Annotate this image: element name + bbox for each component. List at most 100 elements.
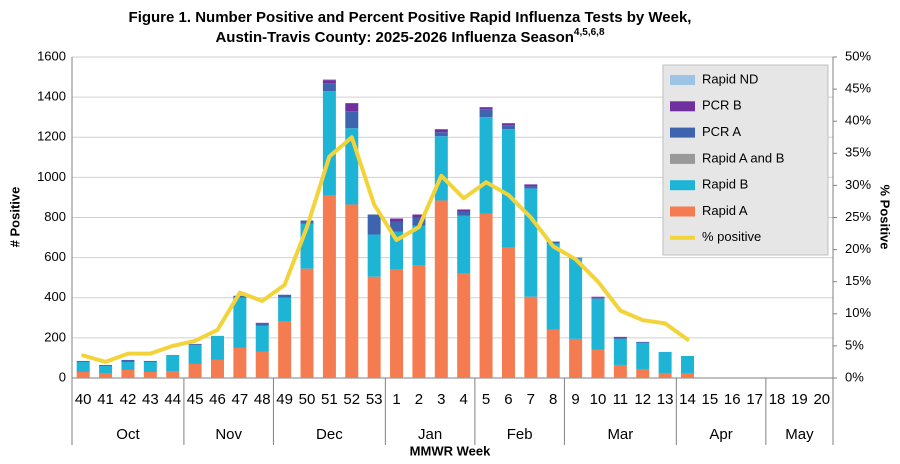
bar-segment [143, 360, 157, 362]
legend-label: % positive [702, 229, 761, 244]
bar-segment [99, 364, 113, 366]
bar-segment [390, 221, 404, 232]
bar-segment [322, 80, 336, 84]
y-tick-label: 400 [44, 289, 66, 304]
bar-segment [390, 218, 404, 222]
bar-segment [300, 268, 314, 378]
y2-tick-label: 5% [845, 337, 864, 352]
bar-segment [188, 344, 202, 364]
y2-tick-label: 25% [845, 209, 871, 224]
bar-segment [278, 321, 292, 378]
legend-swatch [670, 206, 695, 217]
bar-segment [546, 241, 560, 244]
bar-segment [524, 296, 538, 378]
y-tick-label: 1600 [37, 48, 66, 63]
legend-swatch [670, 75, 695, 85]
bar-segment [390, 269, 404, 378]
bar-segment [322, 79, 336, 81]
bar-segment [233, 347, 247, 378]
bar-segment [278, 294, 292, 298]
bar-segment [188, 363, 202, 378]
bar-segment [501, 129, 515, 248]
x-axis-title: MMWR Week [410, 443, 491, 458]
y2-tick-label: 15% [845, 273, 871, 288]
bar-segment [99, 365, 113, 373]
x-tick-label: 20 [813, 391, 830, 408]
bar-segment [390, 231, 404, 270]
x-tick-label: 50 [299, 391, 316, 408]
chart-title: Figure 1. Number Positive and Percent Po… [129, 9, 692, 26]
bar-segment [143, 371, 157, 378]
bar-segment [121, 361, 135, 370]
x-tick-label: 51 [321, 391, 338, 408]
y-tick-label: 1000 [37, 169, 66, 184]
bar-segment [591, 298, 605, 350]
bar-segment [569, 338, 583, 378]
legend-label: Rapid ND [702, 71, 758, 86]
y-tick-label: 1200 [37, 129, 66, 144]
bar-segment [76, 361, 90, 372]
bar-segment [524, 188, 538, 297]
bar-segment [681, 372, 695, 378]
bar-segment [367, 214, 381, 235]
bar-segment [233, 297, 247, 348]
x-tick-label: 7 [527, 391, 535, 408]
bar-segment [613, 337, 627, 339]
bar-segment [613, 338, 627, 365]
x-tick-label: 3 [437, 391, 445, 408]
y2-tick-label: 50% [845, 48, 871, 63]
legend-label: Rapid A [702, 203, 748, 218]
bar-segment [591, 296, 605, 298]
bar-segment [166, 370, 180, 378]
y2-tick-label: 20% [845, 241, 871, 256]
x-tick-label: 18 [769, 391, 786, 408]
chart-title: Austin-Travis County: 2025-2026 Influenz… [215, 27, 604, 46]
bar-segment [636, 342, 650, 369]
bar-segment [322, 91, 336, 196]
bar-segment [457, 273, 471, 378]
x-tick-label: 4 [460, 391, 468, 408]
bar-segment [479, 109, 493, 118]
bar-segment [412, 265, 426, 378]
bar-segment [501, 125, 515, 130]
bar-segment [322, 83, 336, 92]
bar-segment [457, 211, 471, 216]
x-tick-label: 43 [142, 391, 159, 408]
legend-label: Rapid A and B [702, 150, 784, 165]
bar-segment [210, 359, 224, 378]
bar-segment [501, 247, 515, 378]
x-tick-label: 13 [657, 391, 674, 408]
x-tick-label: 12 [634, 391, 651, 408]
bar-segment [412, 225, 426, 266]
bar-segment [524, 184, 538, 187]
x-tick-label: 45 [187, 391, 204, 408]
x-tick-label: 1 [392, 391, 400, 408]
y2-tick-label: 0% [845, 369, 864, 384]
x-tick-label: 14 [679, 391, 696, 408]
bar-segment [479, 107, 493, 110]
month-label: Nov [215, 426, 242, 443]
y-tick-label: 0 [59, 369, 66, 384]
y-tick-label: 800 [44, 209, 66, 224]
bar-segment [546, 243, 560, 330]
month-label: Apr [709, 426, 732, 443]
bar-segment [345, 111, 359, 129]
bar-segment [121, 359, 135, 362]
bar-segment [121, 369, 135, 378]
x-tick-label: 41 [97, 391, 114, 408]
x-tick-label: 16 [724, 391, 741, 408]
bar-segment [479, 213, 493, 378]
bar-segment [233, 295, 247, 298]
bar-segment [188, 343, 202, 345]
bar-segment [76, 371, 90, 378]
x-tick-label: 47 [232, 391, 249, 408]
bar-segment [99, 372, 113, 378]
bar-segment [658, 372, 672, 378]
x-tick-label: 2 [415, 391, 423, 408]
x-tick-label: 6 [504, 391, 512, 408]
bar-segment [412, 217, 426, 226]
bar-segment [412, 214, 426, 218]
x-tick-label: 9 [571, 391, 579, 408]
bar-segment [434, 132, 448, 137]
